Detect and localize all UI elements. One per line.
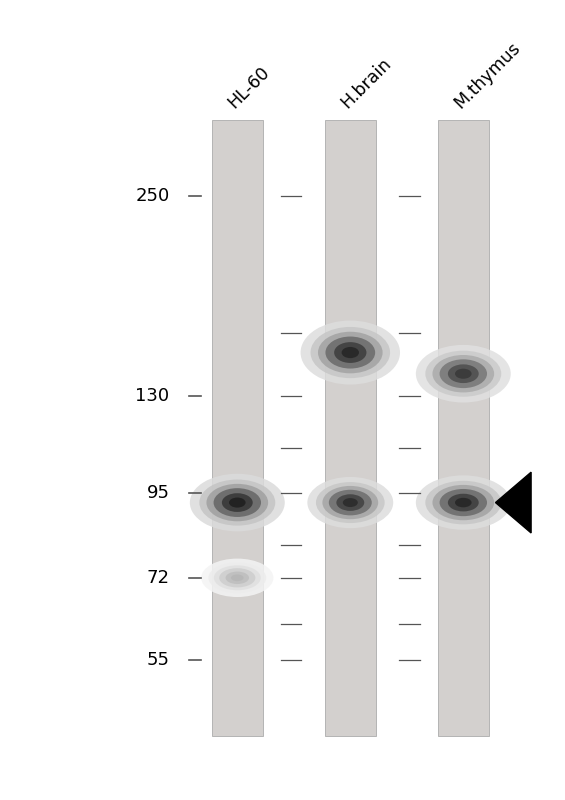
- FancyBboxPatch shape: [438, 120, 489, 736]
- Ellipse shape: [201, 558, 273, 597]
- Ellipse shape: [416, 475, 511, 530]
- Text: HL-60: HL-60: [224, 63, 273, 112]
- Ellipse shape: [416, 345, 511, 402]
- Ellipse shape: [325, 337, 375, 369]
- Text: 250: 250: [135, 186, 170, 205]
- FancyBboxPatch shape: [212, 120, 263, 736]
- Ellipse shape: [455, 369, 472, 378]
- Ellipse shape: [425, 350, 501, 397]
- Ellipse shape: [448, 364, 479, 383]
- Ellipse shape: [432, 485, 494, 520]
- Ellipse shape: [323, 486, 378, 519]
- Ellipse shape: [318, 332, 383, 374]
- Ellipse shape: [334, 342, 367, 363]
- Ellipse shape: [208, 562, 266, 593]
- Ellipse shape: [440, 489, 487, 516]
- Ellipse shape: [229, 498, 246, 508]
- Ellipse shape: [311, 327, 390, 378]
- Text: M.thymus: M.thymus: [450, 38, 524, 112]
- Ellipse shape: [440, 359, 487, 388]
- Ellipse shape: [342, 347, 359, 358]
- Text: 130: 130: [136, 387, 170, 406]
- Text: 95: 95: [146, 484, 170, 502]
- Ellipse shape: [307, 477, 393, 528]
- Text: 55: 55: [146, 651, 170, 670]
- Ellipse shape: [219, 568, 255, 587]
- Ellipse shape: [199, 479, 275, 526]
- Ellipse shape: [301, 321, 400, 385]
- Ellipse shape: [231, 574, 244, 581]
- Ellipse shape: [455, 498, 472, 507]
- Polygon shape: [496, 472, 531, 533]
- Ellipse shape: [225, 571, 249, 584]
- Ellipse shape: [222, 494, 253, 512]
- Ellipse shape: [448, 494, 479, 511]
- Ellipse shape: [190, 474, 285, 531]
- Ellipse shape: [432, 355, 494, 393]
- Ellipse shape: [214, 566, 261, 590]
- FancyBboxPatch shape: [325, 120, 376, 736]
- Ellipse shape: [214, 488, 261, 517]
- Text: 72: 72: [146, 569, 170, 586]
- Ellipse shape: [343, 498, 358, 507]
- Ellipse shape: [425, 481, 501, 524]
- Ellipse shape: [329, 490, 372, 515]
- Ellipse shape: [336, 494, 364, 511]
- Text: H.brain: H.brain: [337, 54, 395, 112]
- Ellipse shape: [206, 484, 268, 522]
- Ellipse shape: [316, 482, 385, 523]
